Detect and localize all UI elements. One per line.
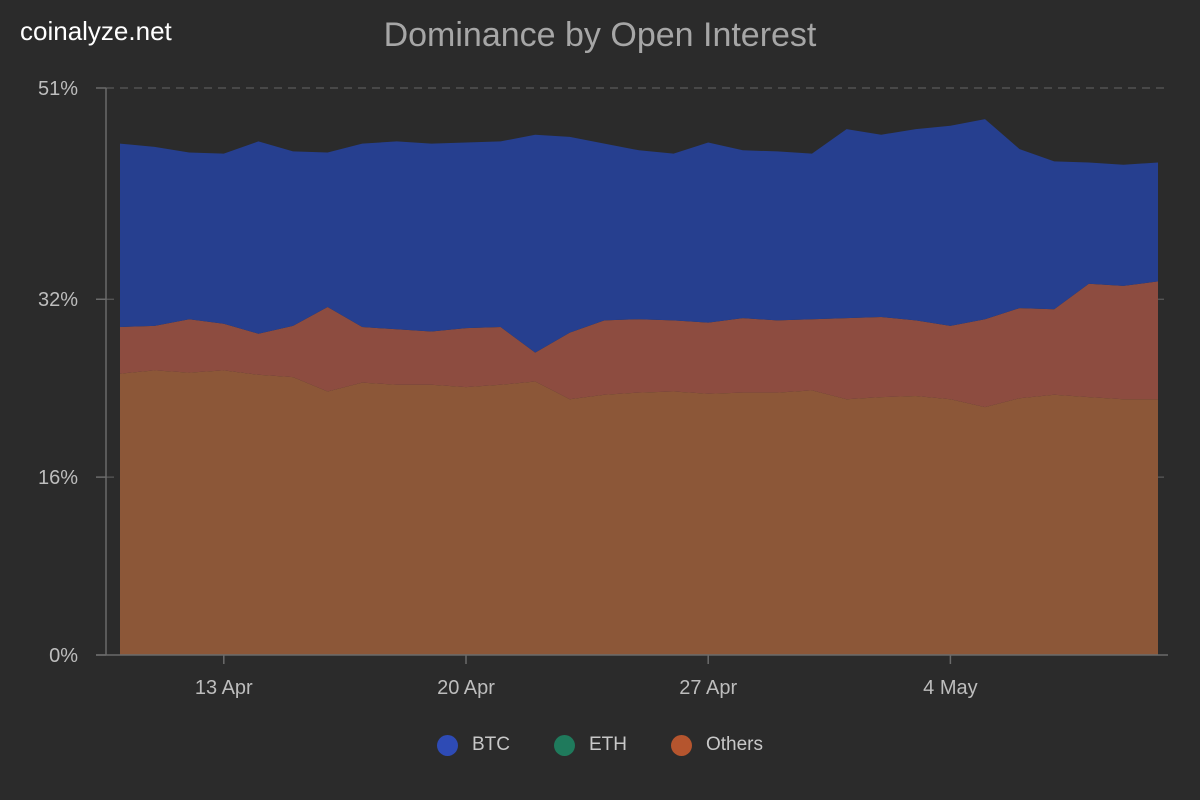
legend-label-btc: BTC — [471, 734, 510, 755]
legend-swatch-btc — [436, 734, 458, 756]
legend-label-others: Others — [705, 734, 764, 755]
legend-item-eth[interactable]: ETH — [553, 734, 627, 756]
legend-swatch-eth — [553, 734, 575, 756]
y-tick-label: 32% — [38, 289, 78, 311]
legend-item-others[interactable]: Others — [670, 734, 764, 756]
x-tick-label: 27 Apr — [679, 677, 737, 699]
area-layer — [120, 119, 1158, 655]
legend-swatch-others — [670, 734, 692, 756]
chart-title: Dominance by Open Interest — [383, 16, 817, 54]
area-btc[interactable] — [120, 119, 1158, 353]
axis-layer: 0% 16% 32% 51% 13 Apr 20 Apr 27 Apr 4 May — [38, 78, 1168, 699]
coinalyze-watermark: coinalyze.net — [20, 16, 172, 46]
legend-item-btc[interactable]: BTC — [436, 734, 510, 756]
area-eth[interactable] — [120, 281, 1158, 408]
legend: BTC ETH Others — [0, 734, 1200, 756]
area-others[interactable] — [120, 370, 1158, 655]
x-tick-label: 20 Apr — [437, 677, 495, 699]
x-tick-label: 13 Apr — [195, 677, 253, 699]
y-tick-label: 16% — [38, 467, 78, 489]
y-tick-label: 0% — [49, 645, 78, 667]
y-tick-label: 51% — [38, 78, 78, 100]
x-tick-label: 4 May — [923, 677, 977, 699]
legend-label-eth: ETH — [588, 734, 627, 755]
